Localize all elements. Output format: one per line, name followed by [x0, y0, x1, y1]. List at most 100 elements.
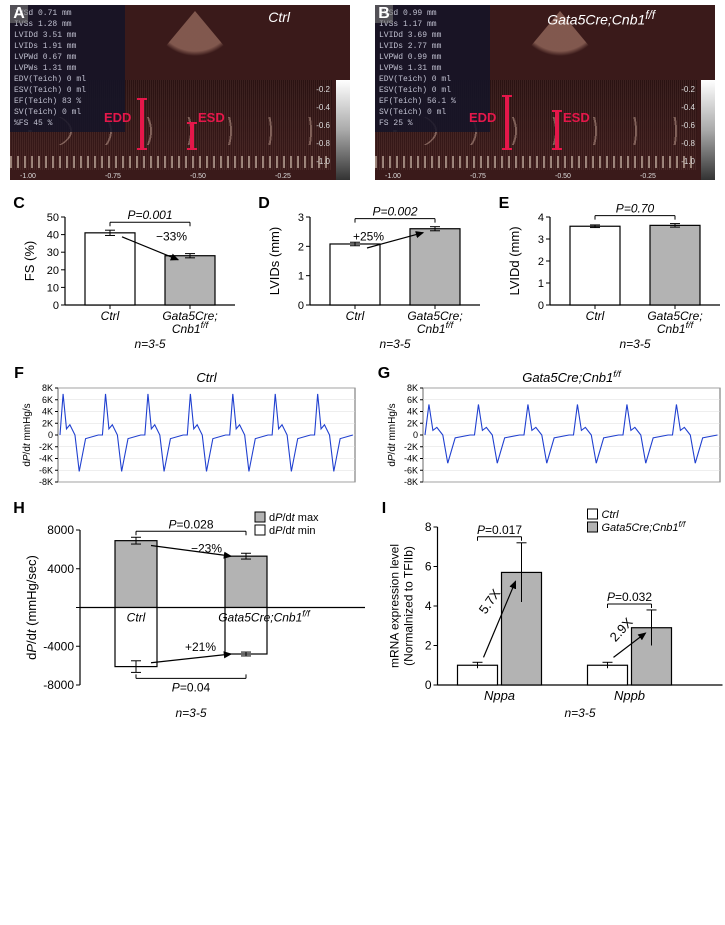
svg-text:8K: 8K — [42, 383, 53, 393]
grayscale-bar — [701, 80, 715, 180]
svg-text:5.7X: 5.7X — [476, 586, 504, 617]
svg-text:Ctrl: Ctrl — [602, 509, 620, 521]
svg-text:dP/dt (mmHg/sec): dP/dt (mmHg/sec) — [24, 555, 39, 660]
svg-text:Cnb1f/f: Cnb1f/f — [417, 320, 455, 336]
svg-text:Ctrl: Ctrl — [586, 309, 605, 323]
svg-text:2: 2 — [298, 241, 304, 253]
svg-text:-8K: -8K — [404, 477, 418, 487]
svg-text:n=3-5: n=3-5 — [134, 337, 165, 350]
svg-text:3: 3 — [538, 234, 544, 246]
svg-text:Gata5Cre;Cnb1f/f: Gata5Cre;Cnb1f/f — [602, 520, 686, 535]
svg-text:6K: 6K — [42, 395, 53, 405]
svg-text:4K: 4K — [407, 407, 418, 417]
caliper-edd-b — [505, 95, 509, 150]
caliper-esd-b — [555, 110, 559, 150]
caliper-edd-a — [140, 98, 144, 150]
svg-text:6K: 6K — [407, 395, 418, 405]
svg-text:Ctrl: Ctrl — [101, 309, 120, 323]
svg-text:2: 2 — [538, 256, 544, 268]
svg-text:Gata5Cre;: Gata5Cre; — [162, 309, 217, 323]
svg-text:4000: 4000 — [47, 562, 74, 576]
panel-label-f: F — [10, 365, 28, 383]
svg-text:Ctrl: Ctrl — [127, 611, 146, 625]
chart-lvidd: 01234LVIDd (mm)CtrlGata5Cre;Cnb1f/fP=0.7… — [505, 195, 725, 350]
svg-text:-4K: -4K — [404, 454, 418, 464]
svg-text:P=0.70: P=0.70 — [616, 202, 655, 216]
svg-text:+25%: +25% — [353, 230, 384, 244]
svg-text:FS (%): FS (%) — [22, 241, 37, 281]
svg-text:8: 8 — [425, 520, 432, 534]
svg-text:2K: 2K — [42, 418, 53, 428]
svg-text:n=3-5: n=3-5 — [175, 706, 206, 720]
svg-text:LVIDs (mm): LVIDs (mm) — [267, 227, 282, 295]
panel-label-h: H — [10, 500, 28, 518]
grayscale-bar — [336, 80, 350, 180]
chart-lvids: 0 1 2 3 LVIDs (mm) Ctrl Gata5Cre;Cnb1f/f P=0.00… — [265, 195, 485, 350]
svg-text:1: 1 — [538, 278, 544, 290]
svg-text:6: 6 — [425, 560, 432, 574]
mmode-wave2 — [10, 156, 332, 168]
svg-text:P=0.017: P=0.017 — [477, 523, 522, 537]
svg-text:8000: 8000 — [47, 523, 74, 537]
svg-text:-4000: -4000 — [43, 639, 74, 653]
svg-text:P=0.032: P=0.032 — [607, 590, 652, 604]
svg-text:LVIDd (mm): LVIDd (mm) — [507, 226, 522, 295]
chart-fs: 01020304050FS (%)CtrlGata5Cre;Cnb1f/fP=0… — [20, 195, 240, 350]
trace-ctrl: -8K-6K-4K-2K02K4K6K8KdP/dt mmHg/sCtrl — [20, 370, 360, 490]
svg-text:−23%: −23% — [191, 542, 222, 556]
svg-text:0: 0 — [48, 430, 53, 440]
panel-label-g: G — [375, 365, 393, 383]
caliper-label-edd-b: EDD — [469, 110, 496, 125]
chart-mrna: 02468mRNA expression level(Normalnized t… — [380, 505, 725, 720]
svg-text:Nppa: Nppa — [484, 688, 515, 703]
svg-text:10: 10 — [47, 282, 59, 294]
svg-text:P=0.002: P=0.002 — [372, 205, 417, 219]
svg-text:dP/dt mmHg/s: dP/dt mmHg/s — [22, 403, 33, 466]
svg-text:4K: 4K — [42, 407, 53, 417]
svg-text:-8000: -8000 — [43, 678, 74, 692]
svg-text:1: 1 — [298, 271, 304, 283]
svg-text:mRNA expression level: mRNA expression level — [388, 544, 402, 668]
svg-text:0: 0 — [413, 430, 418, 440]
svg-text:4: 4 — [538, 212, 544, 224]
svg-text:dP/dt min: dP/dt min — [269, 525, 316, 537]
svg-text:Nppb: Nppb — [614, 688, 645, 703]
svg-text:Ctrl: Ctrl — [196, 370, 217, 385]
svg-text:-2K: -2K — [404, 442, 418, 452]
svg-text:n=3-5: n=3-5 — [619, 337, 650, 350]
svg-text:0: 0 — [298, 300, 304, 312]
caliper-label-esd-a: ESD — [198, 110, 225, 125]
bmode-sector — [145, 11, 245, 71]
panel-label-c: C — [10, 195, 28, 213]
svg-text:3: 3 — [298, 212, 304, 224]
svg-text:P=0.001: P=0.001 — [127, 208, 172, 222]
svg-text:dP/dt max: dP/dt max — [269, 512, 319, 524]
chart-dpdt: -8000 -4000 4000 8000 dP/dt (mmHg/sec) dP/dt … — [20, 505, 370, 720]
svg-text:8K: 8K — [407, 383, 418, 393]
svg-text:-4K: -4K — [39, 454, 53, 464]
svg-text:-6K: -6K — [404, 465, 418, 475]
svg-text:P=0.028: P=0.028 — [168, 517, 213, 531]
trace-exp: -8K-6K-4K-2K02K4K6K8KdP/dt mmHg/sGata5Cr… — [385, 370, 725, 490]
svg-text:Ctrl: Ctrl — [346, 309, 365, 323]
svg-text:P=0.04: P=0.04 — [172, 680, 211, 694]
panel-label-e: E — [495, 195, 513, 213]
svg-text:Gata5Cre;Cnb1f/f: Gata5Cre;Cnb1f/f — [218, 609, 311, 625]
echo-title-b: Gata5Cre;Cnb1f/f — [547, 9, 655, 28]
echo-panel-exp: IVSd 0.99 mmIVSs 1.17 mmLVIDd 3.69 mmLVI… — [375, 5, 715, 180]
svg-text:4: 4 — [425, 599, 432, 613]
svg-text:-6K: -6K — [39, 465, 53, 475]
panel-label-b: B — [375, 5, 393, 23]
svg-text:Gata5Cre;: Gata5Cre; — [407, 309, 462, 323]
svg-text:-8K: -8K — [39, 477, 53, 487]
svg-text:0: 0 — [53, 300, 59, 312]
echo-panel-ctrl: IVSd 0.71 mmIVSs 1.28 mmLVIDd 3.51 mmLVI… — [10, 5, 350, 180]
svg-text:50: 50 — [47, 212, 59, 224]
svg-text:20: 20 — [47, 265, 59, 277]
svg-text:Cnb1f/f: Cnb1f/f — [172, 320, 210, 336]
svg-text:30: 30 — [47, 247, 59, 259]
mmode-wave2 — [375, 156, 697, 168]
svg-text:0: 0 — [425, 678, 432, 692]
svg-text:0: 0 — [538, 300, 544, 312]
svg-text:n=3-5: n=3-5 — [564, 706, 595, 720]
